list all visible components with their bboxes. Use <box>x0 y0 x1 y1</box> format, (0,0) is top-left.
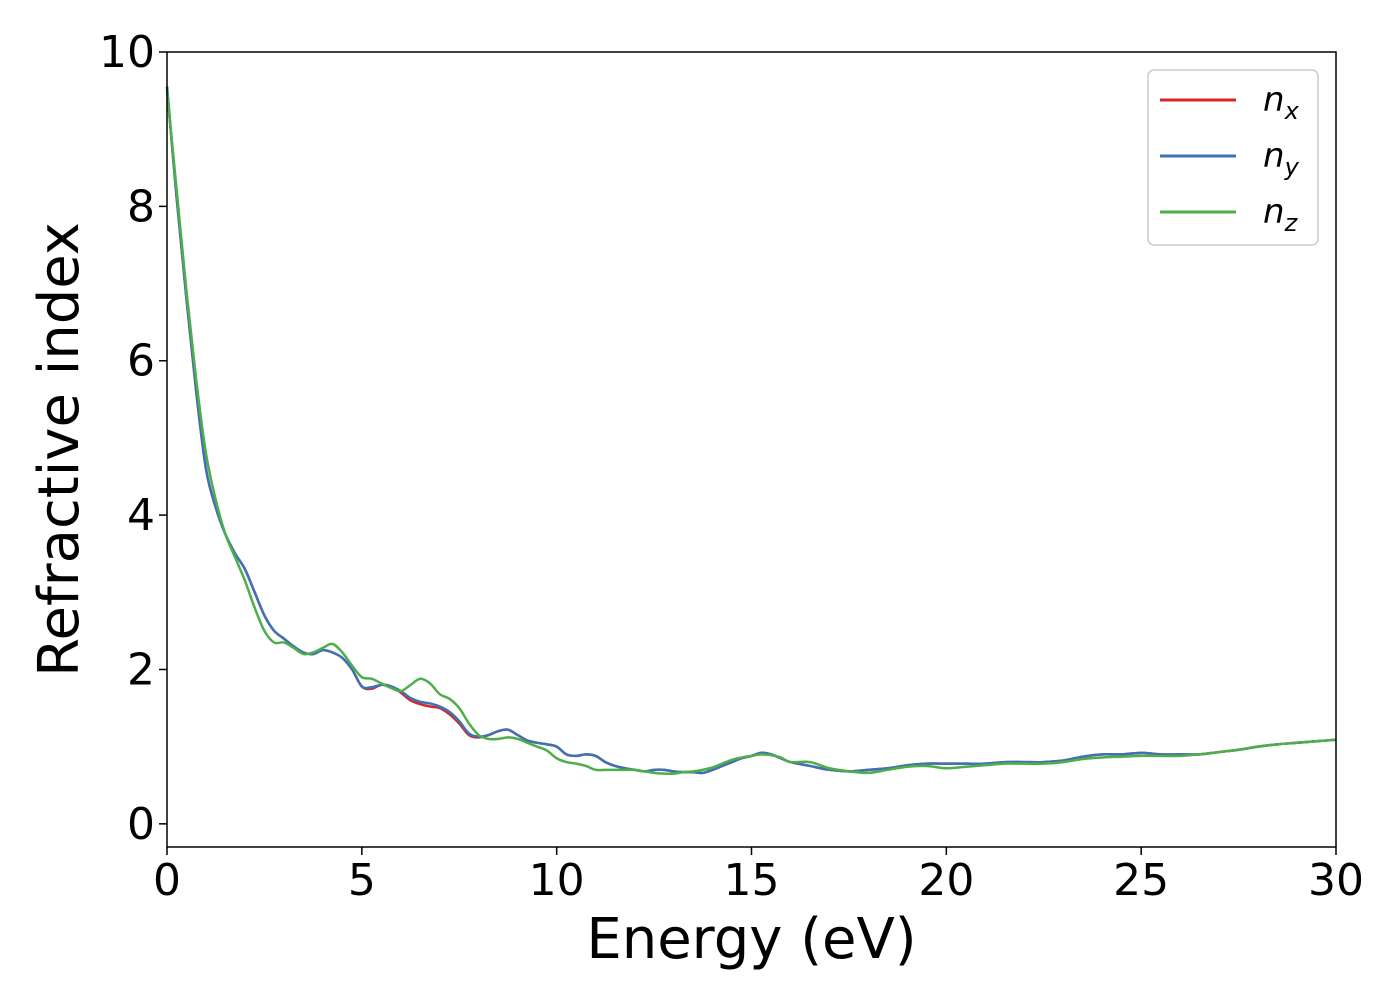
legend-symbol: n <box>1263 192 1285 232</box>
y-tick-label: 8 <box>127 181 155 232</box>
series-layer <box>165 86 1337 776</box>
y-tick-label: 10 <box>99 27 155 78</box>
y-tick-label: 0 <box>127 799 155 850</box>
x-tick-label: 15 <box>724 855 780 906</box>
y-tick-label: 2 <box>127 644 155 695</box>
legend-label-nx: nx <box>1263 80 1300 125</box>
x-axis-label: Energy (eV) <box>586 907 916 972</box>
legend-label-ny: ny <box>1263 136 1300 181</box>
legend-label-nz: nz <box>1263 192 1299 237</box>
x-tick-label: 5 <box>348 855 376 906</box>
x-tick-label: 30 <box>1308 855 1364 906</box>
x-tick-label: 20 <box>918 855 974 906</box>
series-line-nz <box>165 90 1337 776</box>
legend-subscript: y <box>1284 153 1300 181</box>
x-axis-ticks: 0 5 10 15 20 25 30 <box>153 847 1364 906</box>
legend-subscript: z <box>1284 209 1299 237</box>
y-axis-ticks: 0 2 4 6 8 10 <box>99 27 167 850</box>
x-tick-label: 10 <box>529 855 585 906</box>
y-axis-label: Refractive index <box>27 222 92 677</box>
legend-symbol: n <box>1263 136 1285 176</box>
x-tick-label: 25 <box>1113 855 1169 906</box>
legend-symbol: n <box>1263 80 1285 120</box>
y-tick-label: 4 <box>127 490 155 541</box>
legend-subscript: x <box>1284 97 1300 125</box>
x-tick-label: 0 <box>153 855 181 906</box>
y-tick-label: 6 <box>127 336 155 387</box>
